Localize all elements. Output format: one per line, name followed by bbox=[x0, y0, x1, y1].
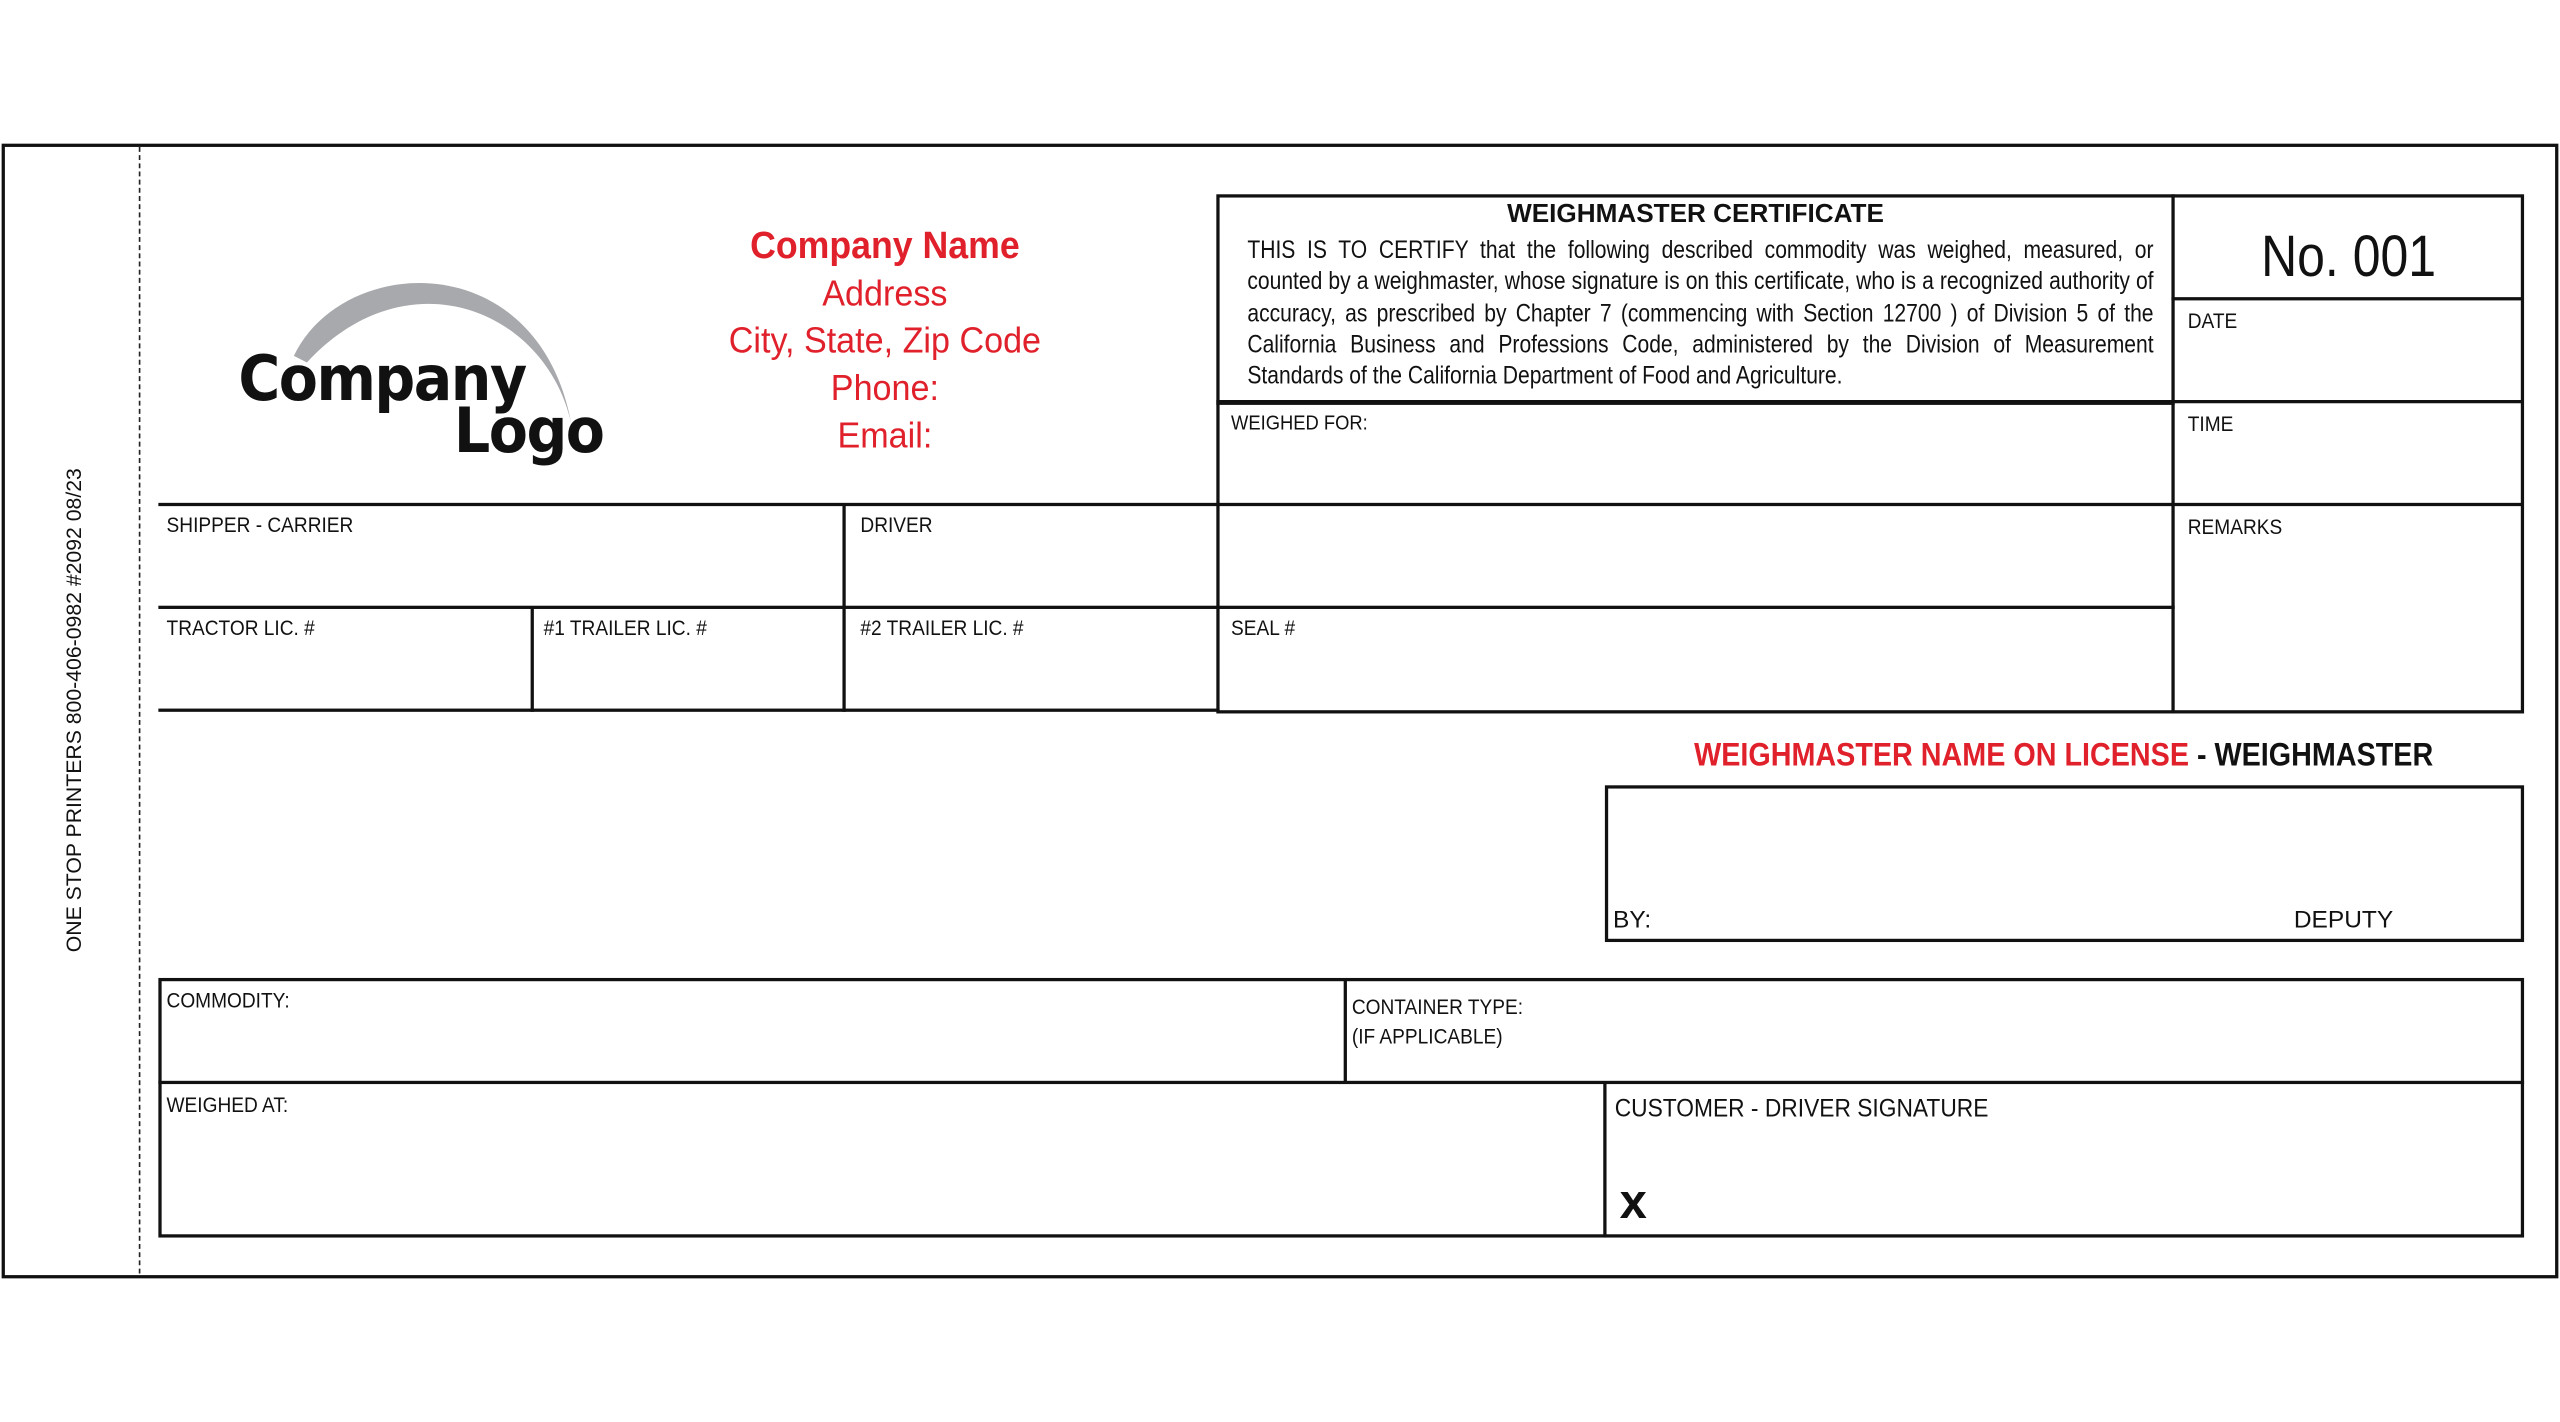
shipper-carrier-field[interactable]: SHIPPER - CARRIER bbox=[166, 512, 354, 538]
seal-field[interactable]: SEAL # bbox=[1231, 615, 1296, 640]
remarks-field[interactable]: REMARKS bbox=[2187, 514, 2283, 539]
form-border bbox=[1, 143, 2559, 1279]
certificate-box bbox=[1216, 194, 2525, 714]
time-field[interactable]: TIME bbox=[2187, 411, 2234, 436]
customer-driver-signature-field[interactable]: CUSTOMER - DRIVER SIGNATURE bbox=[1614, 1095, 1989, 1124]
divider bbox=[158, 605, 2175, 609]
divider bbox=[158, 708, 1220, 712]
company-phone: Phone: bbox=[830, 367, 939, 409]
trailer2-license-field[interactable]: #2 TRAILER LIC. # bbox=[860, 615, 1024, 640]
logo-text-logo: Logo bbox=[453, 395, 605, 467]
logo-arc-icon bbox=[293, 283, 572, 425]
divider bbox=[2171, 297, 2523, 301]
company-city: City, State, Zip Code bbox=[728, 319, 1042, 361]
container-note: (IF APPLICABLE) bbox=[1351, 1023, 1503, 1049]
deputy-label: DEPUTY bbox=[2293, 906, 2394, 934]
company-logo: Company Logo bbox=[229, 261, 621, 473]
logo-text-company: Company bbox=[238, 342, 527, 415]
weighmaster-heading: WEIGHMASTER NAME ON LICENSE - WEIGHMASTE… bbox=[1660, 738, 2467, 776]
weighed-for-field[interactable]: WEIGHED FOR: bbox=[1231, 411, 1368, 435]
driver-field[interactable]: DRIVER bbox=[860, 512, 933, 538]
trailer1-license-field[interactable]: #1 TRAILER LIC. # bbox=[543, 615, 707, 640]
weighed-at-field[interactable]: WEIGHED AT: bbox=[166, 1092, 289, 1117]
divider bbox=[1216, 399, 2175, 405]
weighmaster-signature-box[interactable] bbox=[1604, 785, 2525, 943]
by-label: BY: bbox=[1613, 906, 1652, 934]
certificate-title: WEIGHMASTER CERTIFICATE bbox=[1507, 200, 1884, 229]
company-email: Email: bbox=[837, 414, 933, 456]
divider bbox=[842, 504, 846, 712]
date-field[interactable]: DATE bbox=[2187, 308, 2238, 334]
divider bbox=[2171, 194, 2175, 714]
divider bbox=[530, 607, 534, 712]
bottom-grid bbox=[158, 977, 2525, 1238]
divider bbox=[158, 1080, 2525, 1085]
company-name: Company Name bbox=[750, 223, 1020, 267]
divider bbox=[1343, 979, 1347, 1083]
commodity-field[interactable]: COMMODITY: bbox=[166, 987, 290, 1013]
perforation-line bbox=[138, 146, 141, 1274]
tractor-license-field[interactable]: TRACTOR LIC. # bbox=[166, 615, 315, 640]
certificate-number: No. 001 bbox=[2261, 222, 2437, 289]
divider bbox=[1603, 1082, 1607, 1238]
printer-imprint: ONE STOP PRINTERS 800-406-0982 #2092 08/… bbox=[61, 468, 86, 953]
company-address: Address bbox=[822, 272, 948, 314]
signature-x-mark: x bbox=[1619, 1175, 1647, 1230]
divider bbox=[2171, 399, 2523, 404]
divider bbox=[158, 502, 2523, 507]
weighmaster-suffix: - WEIGHMASTER bbox=[2188, 737, 2434, 774]
container-type-field[interactable]: CONTAINER TYPE: bbox=[1351, 994, 1524, 1019]
certificate-text: THIS IS TO CERTIFY that the following de… bbox=[1247, 236, 2154, 391]
weighmaster-name-label: WEIGHMASTER NAME ON LICENSE bbox=[1694, 737, 2189, 774]
